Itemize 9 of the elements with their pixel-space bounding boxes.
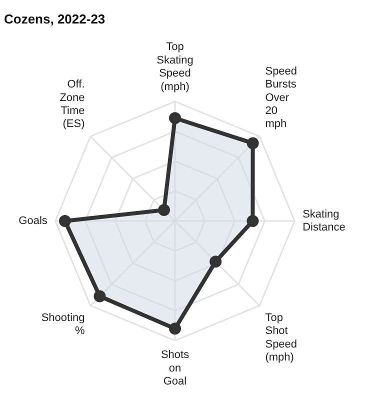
spoke-label: Shots on Goal	[160, 349, 190, 388]
spoke-label: Shooting %	[41, 312, 85, 338]
spoke-label: Off. Zone Time (ES)	[60, 78, 85, 130]
spoke-label: Goals	[18, 215, 48, 228]
spoke-label: Skating Distance	[302, 208, 346, 234]
spoke-label: Top Shot Speed (mph)	[265, 312, 298, 364]
chart-title: Cozens, 2022-23	[4, 11, 106, 26]
spoke-label: Top Skating Speed (mph)	[156, 41, 194, 93]
spoke-label: Speed Bursts Over 20 mph	[265, 65, 298, 130]
